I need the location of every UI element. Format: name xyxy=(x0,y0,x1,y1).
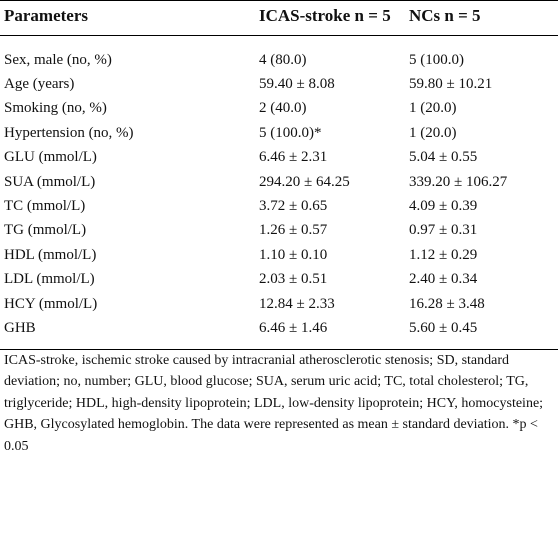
table-row: Hypertension (no, %) 5 (100.0)* 1 (20.0) xyxy=(0,121,558,145)
table-row: Sex, male (no, %) 4 (80.0) 5 (100.0) xyxy=(0,36,558,73)
table-row: GLU (mmol/L) 6.46 ± 2.31 5.04 ± 0.55 xyxy=(0,146,558,170)
footnote-text: ICAS-stroke, ischemic stroke caused by i… xyxy=(4,353,544,433)
table-cell: 59.40 ± 8.08 xyxy=(259,76,335,93)
table-cell: Smoking (no, %) xyxy=(4,100,107,117)
table-cell: 4.09 ± 0.39 xyxy=(409,198,478,215)
table-row: SUA (mmol/L) 294.20 ± 64.25 339.20 ± 106.2… xyxy=(0,170,558,194)
table-cell: HDL (mmol/L) xyxy=(4,246,97,263)
table-cell: LDL (mmol/L) xyxy=(4,271,95,288)
table-cell: 2.40 ± 0.34 xyxy=(409,271,478,288)
table-cell: 16.28 ± 3.48 xyxy=(409,295,485,312)
table-cell: 6.46 ± 1.46 xyxy=(255,316,405,350)
table-cell: 3.72 ± 0.65 xyxy=(259,198,328,215)
table-cell: 12.84 ± 2.33 xyxy=(259,295,335,312)
table-cell: 6.46 ± 2.31 xyxy=(259,149,328,166)
header-row: Parameters ICAS-stroke n = 5 NCs n = 5 xyxy=(0,0,558,36)
table-cell: 1.26 ± 0.57 xyxy=(259,222,328,239)
table-cell: 1.12 ± 0.29 xyxy=(409,246,478,263)
table-cell: TG (mmol/L) xyxy=(4,222,87,239)
header-cell: ICAS-stroke n = 5 xyxy=(255,0,405,36)
table-cell: 5.60 ± 0.45 xyxy=(405,316,558,350)
table-cell: 59.80 ± 10.21 xyxy=(409,76,493,93)
header-cell: Parameters xyxy=(0,0,255,36)
table-cell: 2 (40.0) xyxy=(259,100,307,117)
table-row: HDL (mmol/L) 1.10 ± 0.10 1.12 ± 0.29 xyxy=(0,243,558,267)
table-row: HCY (mmol/L) 12.84 ± 2.33 16.28 ± 3.48 xyxy=(0,292,558,316)
header-cell: NCs n = 5 xyxy=(405,0,558,36)
table-cell: 1 (20.0) xyxy=(409,100,457,117)
significance-note: *p < 0.05 xyxy=(4,417,538,454)
table-cell: 1 (20.0) xyxy=(409,124,457,141)
table-cell: 5 (100.0) xyxy=(409,51,464,68)
table-cell: 0.97 ± 0.31 xyxy=(409,222,478,239)
table-cell: 5.04 ± 0.55 xyxy=(409,149,478,166)
table-cell: HCY (mmol/L) xyxy=(4,295,98,312)
table-cell: 1.10 ± 0.10 xyxy=(259,246,328,263)
table-cell: GLU (mmol/L) xyxy=(4,149,97,166)
table-cell: SUA (mmol/L) xyxy=(4,173,96,190)
table-row: LDL (mmol/L) 2.03 ± 0.51 2.40 ± 0.34 xyxy=(0,268,558,292)
table-row: GHB 6.46 ± 1.46 5.60 ± 0.45 xyxy=(0,316,558,350)
table-row: TC (mmol/L) 3.72 ± 0.65 4.09 ± 0.39 xyxy=(0,194,558,218)
table-cell: TC (mmol/L) xyxy=(4,198,86,215)
table-cell: 5 (100.0)* xyxy=(259,124,322,141)
table-cell: 4 (80.0) xyxy=(259,51,307,68)
table-row: Age (years) 59.40 ± 8.08 59.80 ± 10.21 xyxy=(0,72,558,96)
data-table: Parameters ICAS-stroke n = 5 NCs n = 5 Sex… xyxy=(0,0,558,350)
table-body: Sex, male (no, %) 4 (80.0) 5 (100.0) Age (y… xyxy=(0,36,558,350)
table-cell: 294.20 ± 64.25 xyxy=(259,173,350,190)
footnote: ICAS-stroke, ischemic stroke caused by i… xyxy=(4,350,550,457)
table-cell: Age (years) xyxy=(4,76,75,93)
table-cell: 339.20 ± 106.27 xyxy=(409,173,508,190)
table-row: TG (mmol/L) 1.26 ± 0.57 0.97 ± 0.31 xyxy=(0,219,558,243)
table-cell: 2.03 ± 0.51 xyxy=(259,271,328,288)
table-cell: Sex, male (no, %) xyxy=(4,51,112,68)
table-cell: Hypertension (no, %) xyxy=(4,124,134,141)
table-row: Smoking (no, %) 2 (40.0) 1 (20.0) xyxy=(0,97,558,121)
table-cell: GHB xyxy=(0,316,255,350)
